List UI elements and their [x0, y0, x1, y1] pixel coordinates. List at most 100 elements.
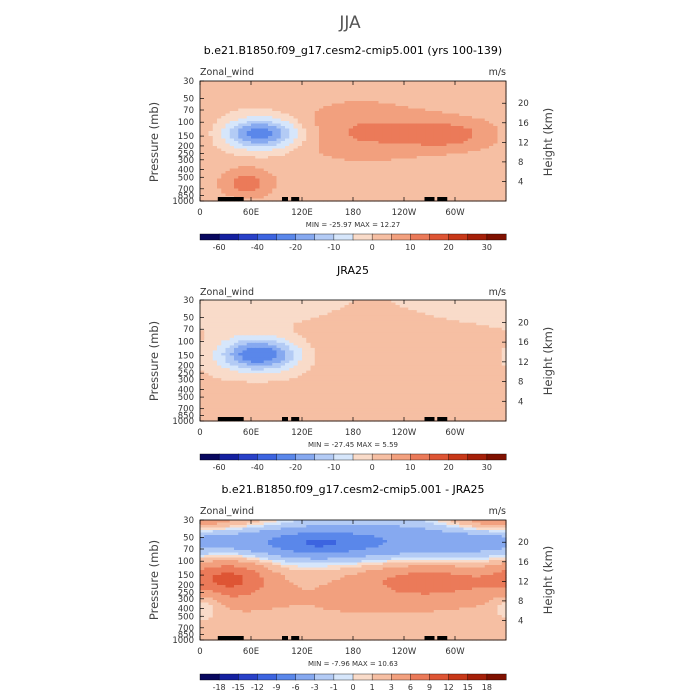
- field-cell: [472, 320, 477, 324]
- field-cell: [467, 183, 473, 187]
- field-cell: [280, 310, 286, 314]
- field-cell: [455, 93, 460, 97]
- field-cell: [489, 83, 494, 87]
- field-cell: [348, 340, 354, 344]
- field-cell: [480, 81, 486, 85]
- field-cell: [353, 166, 358, 170]
- field-cell: [472, 133, 477, 137]
- field-cell: [438, 116, 443, 120]
- field-cell: [412, 300, 418, 304]
- field-cell: [463, 325, 469, 329]
- field-cell: [302, 96, 307, 100]
- field-cell: [382, 111, 388, 115]
- field-cell: [344, 118, 350, 122]
- field-cell: [425, 320, 431, 324]
- field-cell: [378, 340, 384, 344]
- field-cell: [353, 156, 358, 160]
- field-cell: [344, 91, 350, 95]
- field-cell: [493, 93, 499, 97]
- field-cell: [242, 196, 248, 200]
- field-cell: [353, 141, 358, 145]
- field-cell: [429, 163, 435, 167]
- field-cell: [242, 141, 248, 145]
- field-cell: [272, 315, 278, 319]
- field-cell: [280, 93, 286, 97]
- field-cell: [501, 161, 507, 165]
- field-cell: [225, 166, 231, 170]
- field-cell: [387, 310, 392, 314]
- field-cell: [501, 193, 507, 197]
- field-cell: [225, 176, 231, 180]
- field-cell: [314, 302, 320, 306]
- field-cell: [225, 148, 231, 152]
- field-cell: [480, 176, 486, 180]
- field-cell: [357, 168, 363, 172]
- field-cell: [293, 126, 299, 130]
- field-cell: [463, 111, 469, 115]
- field-cell: [450, 183, 456, 187]
- field-cell: [353, 183, 358, 187]
- field-cell: [370, 345, 375, 349]
- field-cell: [442, 181, 448, 185]
- field-cell: [429, 111, 435, 115]
- field-cell: [323, 176, 329, 180]
- field-cell: [212, 141, 218, 145]
- field-cell: [476, 81, 482, 85]
- field-cell: [446, 307, 452, 311]
- field-cell: [497, 176, 503, 180]
- field-cell: [442, 86, 448, 90]
- field-cell: [425, 337, 431, 341]
- field-cell: [280, 116, 286, 120]
- field-cell: [242, 335, 248, 339]
- field-cell: [446, 163, 452, 167]
- field-cell: [446, 181, 452, 185]
- field-cell: [229, 186, 235, 190]
- field-cell: [234, 88, 239, 92]
- field-cell: [357, 106, 363, 110]
- field-cell: [408, 128, 414, 132]
- field-cell: [446, 325, 452, 329]
- field-cell: [344, 93, 350, 97]
- field-cell: [217, 83, 222, 87]
- field-cell: [480, 332, 486, 336]
- field-cell: [433, 158, 439, 162]
- field-cell: [433, 116, 439, 120]
- field-cell: [344, 322, 350, 326]
- field-cell: [370, 347, 375, 352]
- field-cell: [212, 317, 218, 321]
- field-cell: [208, 153, 214, 157]
- field-cell: [476, 113, 482, 117]
- field-cell: [217, 312, 222, 316]
- field-cell: [208, 347, 214, 352]
- colorbar-swatch: [218, 233, 239, 241]
- field-cell: [442, 337, 448, 341]
- field-cell: [331, 136, 337, 140]
- field-cell: [348, 88, 354, 92]
- field-cell: [399, 347, 405, 352]
- field-cell: [361, 178, 367, 182]
- field-cell: [285, 158, 290, 162]
- field-cell: [353, 300, 358, 304]
- field-cell: [463, 340, 469, 344]
- field-cell: [319, 111, 324, 115]
- field-cell: [476, 176, 482, 180]
- field-cell: [208, 193, 214, 197]
- field-cell: [268, 168, 273, 172]
- field-cell: [225, 91, 231, 95]
- field-cell: [340, 138, 346, 142]
- field-cell: [302, 322, 307, 326]
- field-cell: [217, 138, 222, 142]
- field-cell: [217, 103, 222, 107]
- field-cell: [476, 108, 482, 112]
- field-cell: [493, 113, 499, 117]
- field-cell: [229, 116, 235, 120]
- field-cell: [484, 307, 490, 311]
- field-cell: [353, 312, 358, 316]
- field-cell: [412, 168, 418, 172]
- field-cell: [429, 327, 435, 331]
- field-cell: [412, 98, 418, 102]
- field-cell: [438, 312, 443, 316]
- field-cell: [501, 320, 507, 324]
- field-cell: [425, 305, 431, 309]
- field-cell: [493, 103, 499, 107]
